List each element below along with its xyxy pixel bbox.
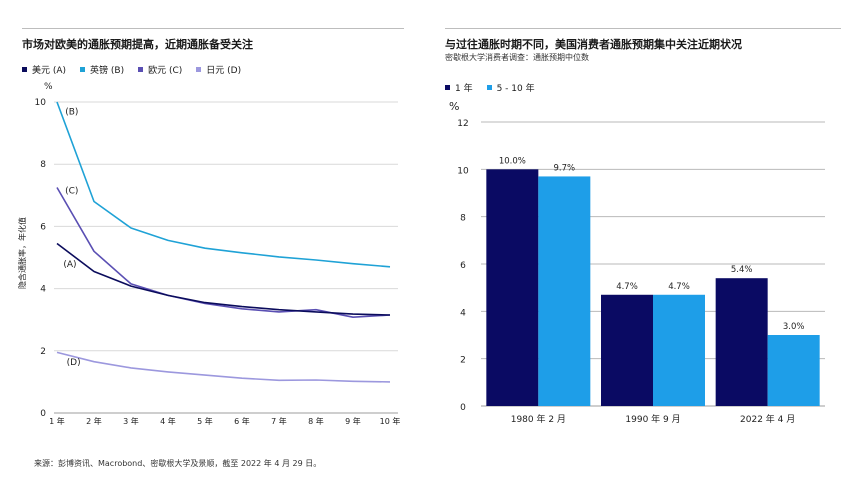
legend-swatch-c [138,67,144,72]
right-y-tick-label: 8 [460,214,466,224]
right-x-tick-label: 2022 年 4 月 [740,413,795,425]
series-line-c [56,187,391,318]
series-line-a [56,242,391,316]
legend-label-5-10yr: 5 - 10 年 [496,84,535,94]
legend-item-b: 英镑 (B) [80,63,124,76]
left-legend: 美元 (A) 英镑 (B) 欧元 (C) 日元 (D) [22,63,241,76]
right-unit-label: % [449,100,459,113]
right-y-tick-label: 2 [460,356,466,366]
bar-1yr [715,278,768,406]
right-chart-title: 与过往通胀时期不同，美国消费者通胀预期集中关注近期状况 [445,38,742,51]
legend-swatch-1yr [445,85,450,90]
left-x-tick-label: 9 年 [345,416,361,426]
right-y-tick-label: 6 [460,261,466,271]
left-y-tick-label: 2 [40,347,46,357]
bar-5-10yr [767,335,820,406]
left-x-tick-label: 10 年 [380,416,401,426]
left-x-tick-label: 5 年 [197,416,213,426]
legend-swatch-b [80,67,86,72]
left-x-tick-label: 2 年 [86,416,102,426]
right-bar-chart: 0 2 4 6 8 10 12 10.0% 9.7% 4.7% 4.7% 5.4% 3.0% 1980… [449,100,825,425]
legend-item-d: 日元 (D) [196,63,241,76]
bar-value-label: 4.7% [668,282,690,292]
legend-item-c: 欧元 (C) [138,63,182,76]
legend-label-d: 日元 (D) [206,66,242,76]
bar-5-10yr [538,176,591,406]
legend-label-b: 英镑 (B) [90,66,125,76]
left-x-tick-label: 4 年 [160,416,176,426]
left-unit-label: % [44,82,53,92]
bar-1yr [486,169,539,406]
left-y-axis-title: 隐含通胀率，年化值 [17,217,27,289]
series-label-c: (C) [65,187,78,197]
legend-swatch-5-10yr [486,85,492,90]
series-line-b [56,101,391,268]
left-y-tick-label: 0 [40,409,46,419]
bar-value-label: 4.7% [616,282,638,292]
left-x-tick-label: 6 年 [234,416,250,426]
left-x-tick-label: 3 年 [123,416,139,426]
right-y-tick-label: 12 [457,119,468,129]
left-top-rule [22,28,404,29]
right-y-tick-label: 10 [457,166,469,176]
right-y-tick-label: 4 [460,308,466,318]
right-y-tick-label: 0 [460,403,466,413]
left-y-tick-label: 6 [40,222,46,232]
bar-5-10yr [653,294,705,406]
bar-value-label: 10.0% [499,156,526,166]
legend-item-1yr: 1 年 [445,81,473,94]
bar-value-label: 5.4% [731,265,753,275]
left-x-tick-label: 8 年 [308,416,324,426]
legend-item-a: 美元 (A) [22,63,66,76]
right-chart-subtitle: 密歇根大学消费者调查：通胀预期中位数 [445,53,589,62]
left-x-tick-label: 1 年 [49,416,65,426]
series-label-b: (B) [65,107,78,117]
series-label-d: (D) [67,358,81,368]
legend-item-5-10yr: 5 - 10 年 [486,81,535,94]
source-note: 来源：彭博资讯、Macrobond、密歇根大学及景顺，截至 2022 年 4 月… [34,459,322,468]
series-label-a: (A) [63,260,76,270]
bar-value-label: 3.0% [783,322,805,332]
right-x-tick-label: 1990 年 9 月 [625,413,680,425]
bar-value-label: 9.7% [554,163,576,173]
right-legend: 1 年 5 - 10 年 [445,81,535,94]
bar-1yr [601,294,653,406]
series-line-d [56,351,391,383]
legend-swatch-a [22,67,27,72]
legend-label-a: 美元 (A) [32,66,67,76]
left-y-tick-label: 8 [40,160,46,170]
legend-swatch-d [196,67,202,72]
right-x-tick-label: 1980 年 2 月 [511,413,566,425]
legend-label-1yr: 1 年 [455,84,473,94]
left-x-tick-label: 7 年 [271,416,287,426]
legend-label-c: 欧元 (C) [148,66,183,76]
right-top-rule [445,28,841,29]
left-chart-title: 市场对欧美的通胀预期提高，近期通胀备受关注 [22,38,253,51]
left-y-tick-label: 10 [35,98,47,108]
left-y-tick-label: 4 [40,285,46,295]
